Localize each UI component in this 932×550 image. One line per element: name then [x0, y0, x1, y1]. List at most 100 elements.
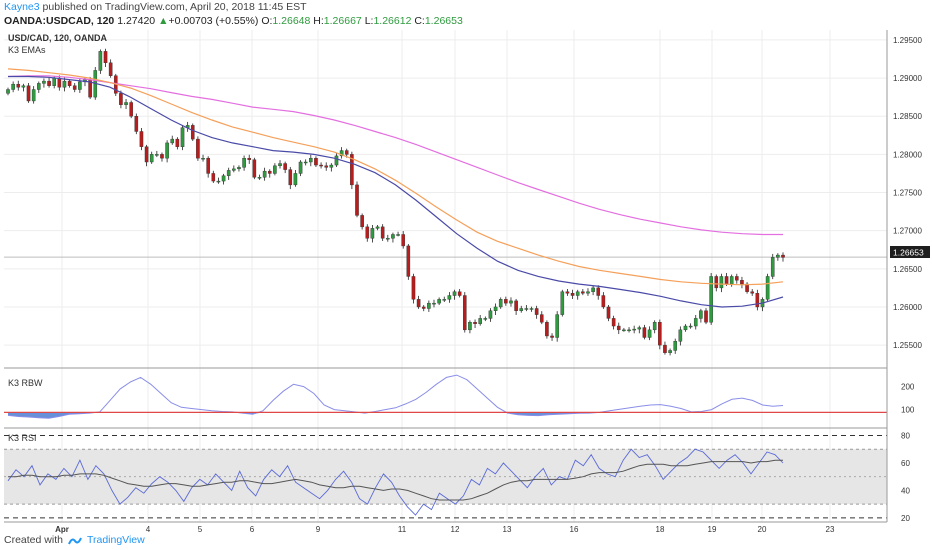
- candle-body: [155, 154, 159, 156]
- open-value: 1.26648: [272, 15, 311, 27]
- candle-body: [67, 80, 72, 86]
- price-axis-label: 1.25500: [893, 341, 922, 350]
- price-axis-label: 1.29500: [893, 36, 922, 45]
- candle-body: [704, 310, 708, 323]
- candle-body: [452, 291, 457, 296]
- rsi-indicator-label: K3 RSI: [8, 433, 37, 443]
- x-axis-tick-label: 5: [198, 525, 203, 534]
- candle-body: [411, 276, 416, 300]
- candle-body: [401, 234, 405, 247]
- candle-body: [483, 318, 488, 320]
- rsi-axis-label: 60: [901, 459, 910, 468]
- symbol-label: OANDA:USDCAD, 120: [4, 15, 115, 27]
- candle-body: [303, 161, 308, 164]
- candle-body: [262, 170, 267, 178]
- candle-body: [647, 329, 652, 338]
- rsi-pane[interactable]: [4, 434, 887, 519]
- candle-body: [468, 322, 472, 331]
- rsi-axis-label: 40: [901, 486, 910, 495]
- candle-body: [160, 154, 164, 159]
- footer: Created with TradingView: [4, 534, 145, 546]
- candle-body: [488, 310, 493, 319]
- candle-body: [663, 344, 667, 353]
- ema-slow-line: [7, 75, 783, 236]
- candle-body: [611, 318, 616, 327]
- candle-body: [406, 245, 411, 277]
- ema-fast-line: [8, 75, 784, 308]
- last-price: 1.27420: [117, 15, 156, 27]
- low-value: 1.26612: [373, 15, 412, 27]
- candle-body: [570, 293, 575, 296]
- rbw-pane[interactable]: [4, 374, 887, 419]
- candle-body: [380, 226, 385, 239]
- candle-body: [190, 125, 195, 140]
- last-price-tag: [890, 246, 930, 258]
- rbw-area: [8, 412, 783, 419]
- candle-body: [539, 314, 544, 323]
- rsi-signal-line: [8, 459, 783, 501]
- candle-body: [237, 167, 241, 170]
- candle-body: [724, 276, 729, 285]
- candle-body: [498, 299, 503, 308]
- candle-body: [309, 157, 313, 163]
- candle-body: [314, 157, 318, 166]
- candle-body: [334, 155, 339, 166]
- x-axis-tick-label: 19: [708, 525, 717, 534]
- axes: Apr 4 5 6 9 11 12 13 16 18 19 20 23 1.25500 1.26000 1.2…: [4, 30, 922, 534]
- price-pane[interactable]: [4, 48, 887, 356]
- open-label: O:: [261, 15, 273, 27]
- candle-body: [52, 77, 56, 86]
- candle-body: [627, 329, 631, 332]
- price-axis-label: 1.27500: [893, 189, 922, 198]
- x-axis-tick-label: Apr: [55, 525, 69, 534]
- x-axis-tick-label: 4: [146, 525, 151, 534]
- candle-body: [729, 276, 734, 285]
- x-axis-tick-label: 11: [398, 525, 407, 534]
- candle-body: [699, 310, 703, 319]
- candle-body: [524, 308, 529, 310]
- candle-body: [616, 325, 621, 331]
- candle-body: [108, 62, 113, 76]
- candle-body: [339, 150, 344, 157]
- author-link[interactable]: Kayne3: [4, 1, 40, 13]
- candle-body: [324, 165, 329, 168]
- candle-body: [278, 163, 282, 167]
- ema-indicator-label: K3 EMAs: [8, 45, 46, 55]
- candle-body: [267, 170, 272, 174]
- candle-body: [709, 276, 713, 323]
- price-axis-label: 1.28000: [893, 150, 922, 159]
- candle-body: [437, 299, 441, 304]
- rsi-axis-label: 20: [901, 514, 910, 523]
- candle-body: [714, 276, 719, 289]
- candle-body: [529, 308, 534, 310]
- candle-body: [421, 306, 426, 309]
- candle-body: [211, 173, 216, 182]
- rbw-axis-label: 200: [901, 383, 915, 392]
- candle-body: [175, 138, 180, 147]
- candle-body: [427, 302, 431, 309]
- ema-mid-line: [7, 68, 784, 286]
- candle-body: [119, 93, 123, 105]
- last-price-tag-text: 1.26653: [893, 248, 924, 258]
- candle-body: [565, 291, 570, 294]
- candle-body: [98, 51, 103, 71]
- candle-body: [31, 89, 36, 102]
- low-label: L:: [364, 15, 374, 27]
- tradingview-brand[interactable]: TradingView: [86, 534, 145, 546]
- candle-body: [242, 157, 246, 168]
- price-axis-label: 1.29000: [893, 74, 922, 83]
- candle-body: [781, 254, 785, 258]
- price-axis-label: 1.26000: [893, 303, 922, 312]
- candle-body: [232, 168, 236, 171]
- candle-body: [416, 299, 421, 308]
- x-axis-tick-label: 9: [316, 525, 321, 534]
- close-label: C:: [414, 15, 425, 27]
- candle-body: [735, 276, 739, 281]
- candle-body: [447, 295, 452, 300]
- candle-body: [555, 314, 559, 338]
- candle-body: [344, 150, 349, 155]
- x-axis-tick-label: 18: [656, 525, 665, 534]
- candle-body: [750, 291, 754, 294]
- candle-body: [247, 157, 252, 160]
